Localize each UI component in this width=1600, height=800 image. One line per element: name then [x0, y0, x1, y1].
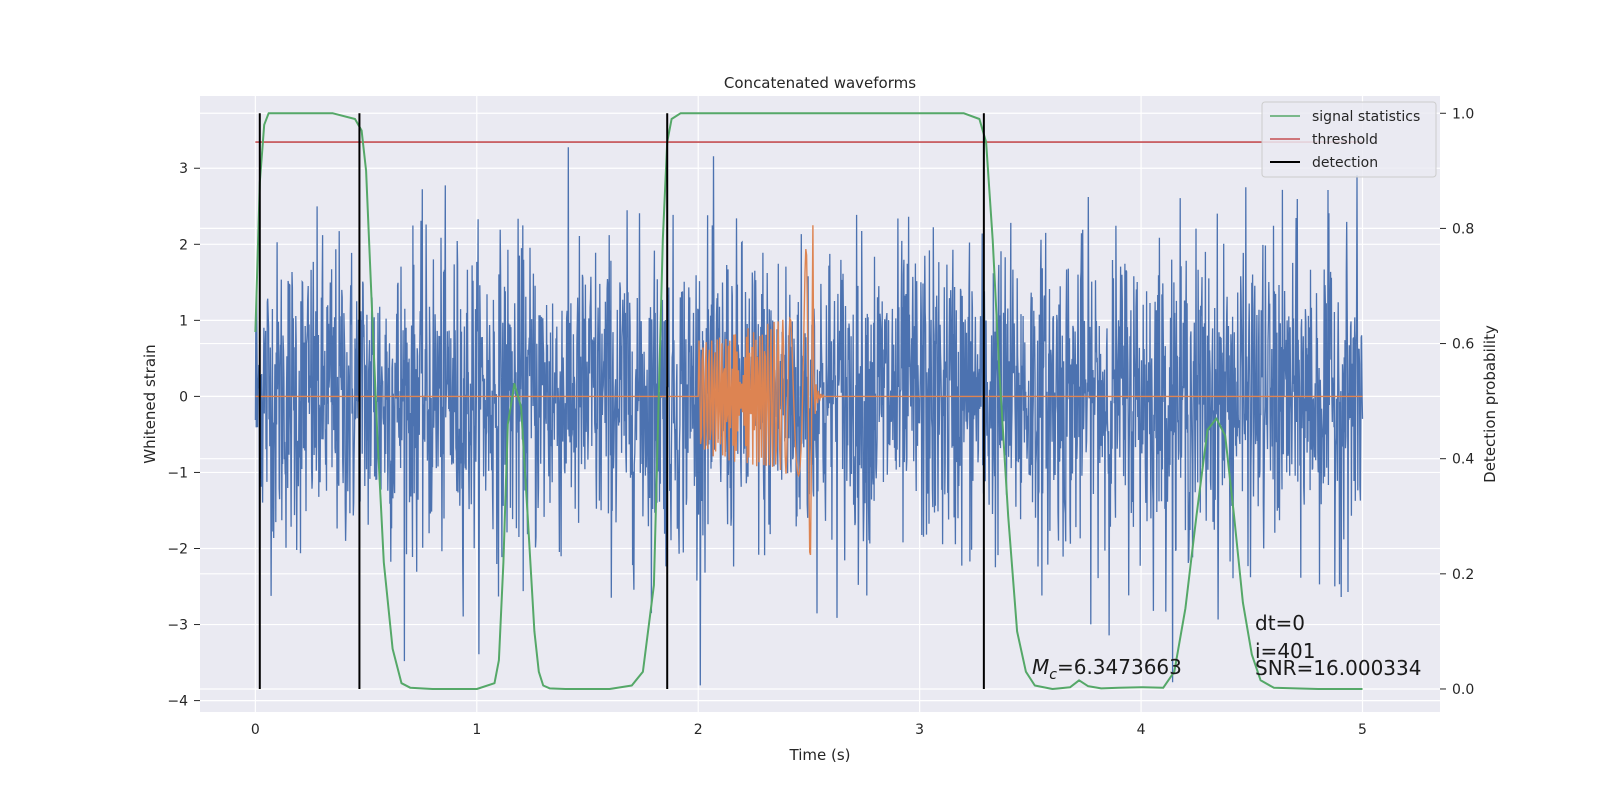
signal-statistics-line — [254, 112, 1363, 690]
legend-label-threshold: threshold — [1312, 132, 1378, 148]
y-tick-label: 0 — [179, 389, 188, 405]
template-waveform-series — [255, 225, 1363, 556]
y-axis-label: Whitened strain — [141, 344, 159, 463]
legend-label-signal-statistics: signal statistics — [1312, 109, 1420, 125]
x-axis-ticks: 0 1 2 3 4 5 — [251, 722, 1367, 738]
legend-box — [1261, 101, 1437, 178]
y2-axis-ticks: 0.0 0.2 0.4 0.6 0.8 1.0 — [1440, 106, 1474, 698]
chirp-mass-annotation: Mc=6.3473663 — [1032, 655, 1182, 683]
dt-annotation: dt=0 — [1255, 611, 1305, 635]
y-tick-label: 3 — [179, 161, 188, 177]
signal-statistics-series — [254, 112, 1363, 690]
index-annotation: i=401 — [1255, 639, 1316, 663]
chirp-mass-value: =6.3473663 — [1057, 655, 1182, 679]
y-tick-label: 2 — [179, 237, 188, 253]
y2-tick-label: 1.0 — [1452, 106, 1474, 122]
y2-tick-label: 0.8 — [1452, 221, 1474, 237]
y2-tick-label: 0.2 — [1452, 567, 1474, 583]
y-axis-ticks: −4 −3 −2 −1 0 1 2 3 — [167, 161, 200, 710]
template-line — [255, 225, 1363, 556]
x-tick-label: 3 — [915, 722, 924, 738]
x-tick-label: 0 — [251, 722, 260, 738]
snr-annotation: SNR=16.000334 — [1255, 656, 1421, 680]
x-tick-label: 1 — [472, 722, 481, 738]
x-tick-label: 4 — [1137, 722, 1146, 738]
chart-title: Concatenated waveforms — [724, 74, 916, 92]
chirp-mass-subscript: c — [1049, 667, 1057, 683]
y2-tick-label: 0.0 — [1452, 682, 1474, 698]
x-tick-label: 2 — [694, 722, 703, 738]
chirp-mass-symbol: M — [1032, 655, 1049, 679]
legend: signal statistics threshold detection — [1261, 101, 1437, 178]
detection-series — [258, 113, 985, 689]
y2-tick-label: 0.6 — [1452, 337, 1474, 353]
y-tick-label: 1 — [179, 313, 188, 329]
x-tick-label: 5 — [1358, 722, 1367, 738]
y-tick-label: −1 — [167, 465, 188, 481]
y-tick-label: −4 — [167, 694, 188, 710]
y-tick-label: −2 — [167, 541, 188, 557]
y2-axis-label: Detection probability — [1481, 325, 1499, 483]
legend-label-detection: detection — [1312, 155, 1378, 171]
x-axis-label: Time (s) — [789, 746, 851, 764]
y-tick-label: −3 — [167, 618, 188, 634]
y2-tick-label: 0.4 — [1452, 452, 1474, 468]
